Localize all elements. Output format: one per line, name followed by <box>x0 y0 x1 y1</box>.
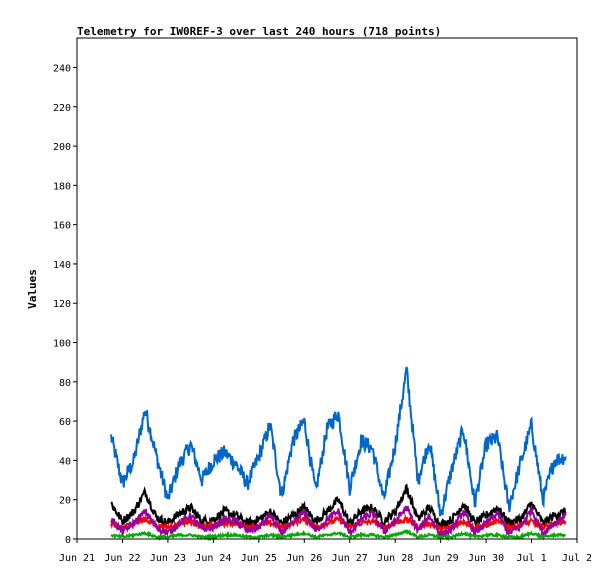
x-tick-label: Jun 30 <box>468 553 504 564</box>
y-tick-label: 220 <box>53 103 71 114</box>
y-tick-label: 140 <box>53 260 71 271</box>
y-tick-label: 0 <box>65 535 71 546</box>
x-axis-ticks: Jun 21 Jun 22 Jun 23 Jun 24 Jun 25 Jun 26 Jun … <box>59 539 592 564</box>
y-tick-label: 100 <box>53 339 71 350</box>
y-tick-label: 20 <box>59 496 71 507</box>
y-tick-label: 80 <box>59 378 71 389</box>
x-tick-label: Jun 22 <box>104 553 140 564</box>
chart-title: Telemetry for IW0REF-3 over last 240 hou… <box>77 25 441 38</box>
y-axis-label: Values <box>26 269 39 309</box>
y-tick-label: 40 <box>59 456 71 467</box>
y-tick-label: 160 <box>53 221 71 232</box>
y-tick-label: 60 <box>59 417 71 428</box>
y-tick-label: 120 <box>53 299 71 310</box>
x-tick-label: Jun 21 <box>59 553 95 564</box>
x-tick-label: Jun 28 <box>377 553 413 564</box>
x-tick-label: Jul 2 <box>562 553 592 564</box>
y-axis-ticks: 0 20 40 60 80 100 120 140 160 180 200 220 240 <box>53 63 77 546</box>
series-line-3 <box>110 513 567 534</box>
x-tick-label: Jun 24 <box>195 553 231 564</box>
x-tick-label: Jun 27 <box>332 553 368 564</box>
series-layer <box>110 366 567 542</box>
y-tick-label: 240 <box>53 63 71 74</box>
x-tick-label: Jun 26 <box>286 553 322 564</box>
series-line-4 <box>110 505 567 540</box>
series-line-5 <box>110 529 566 542</box>
series-line-2 <box>110 483 567 533</box>
x-tick-label: Jun 25 <box>241 553 277 564</box>
x-tick-label: Jun 29 <box>423 553 459 564</box>
x-tick-label: Jul 1 <box>516 553 546 564</box>
series-line-1 <box>110 366 567 517</box>
y-tick-label: 180 <box>53 181 71 192</box>
y-tick-label: 200 <box>53 142 71 153</box>
x-tick-label: Jun 23 <box>150 553 186 564</box>
plot-frame <box>76 37 578 540</box>
